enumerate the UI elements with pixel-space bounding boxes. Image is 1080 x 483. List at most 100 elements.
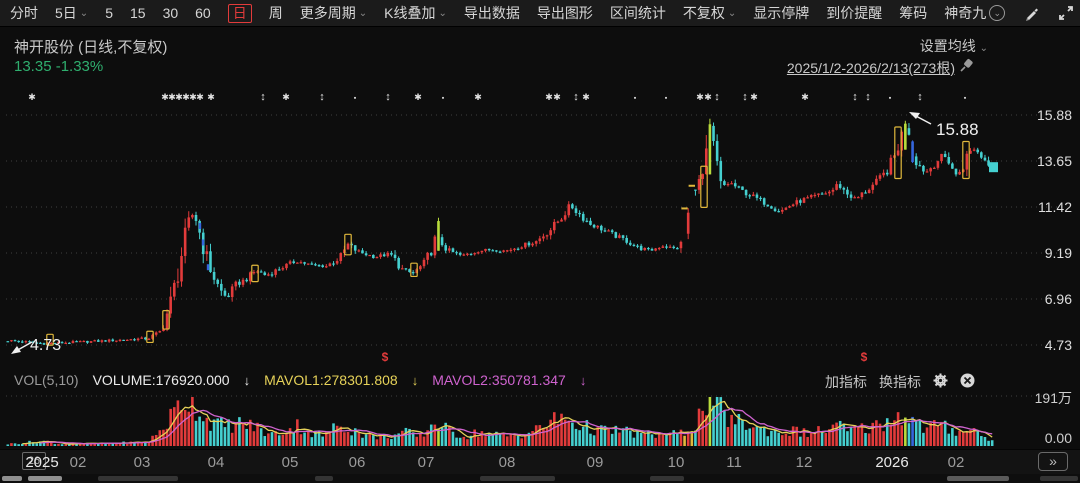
pin-icon[interactable] — [960, 58, 976, 79]
time-axis-label: 07 — [417, 454, 435, 471]
ma-setting-label: 设置均线 — [919, 38, 976, 54]
switch-indicator-button[interactable]: 换指标 — [879, 374, 921, 390]
chart-title: 神开股份 (日线,不复权) — [14, 39, 168, 56]
date-range-link[interactable]: 2025/1/2-2026/2/13(273根) — [786, 60, 955, 76]
low-price-annotation: 4.73 — [30, 337, 61, 354]
circle-dropdown-icon[interactable]: ⌄ — [989, 5, 1006, 21]
toolbar-item-label: 分时 — [10, 5, 38, 21]
time-axis-label: 10 — [667, 454, 685, 471]
event-marker-icon: ↕ — [319, 91, 325, 103]
toolbar-item-4[interactable]: 30 — [163, 5, 179, 21]
toolbar-item-label: 15 — [129, 5, 146, 21]
brush-tool-icon[interactable] — [1024, 6, 1039, 21]
event-marker-icon: ▪ — [665, 95, 668, 102]
scrollbar-thumb[interactable] — [28, 476, 62, 481]
add-indicator-button[interactable]: 加指标 — [825, 374, 867, 390]
volume-axis-label: 0.00 — [1044, 430, 1072, 446]
toolbar-item-label: 5 — [105, 5, 113, 21]
event-marker-icon: ✱ — [553, 92, 561, 102]
event-marker-icon: ✱ — [282, 92, 290, 102]
event-marker-icon: ✱ — [161, 92, 169, 102]
toolbar-item-10[interactable]: 导出数据 — [464, 3, 520, 23]
chevron-down-icon: ⌄ — [438, 7, 447, 19]
event-marker-icon: ✱ — [801, 92, 809, 102]
event-marker-icon: ▪ — [964, 95, 967, 102]
price-axis-label: 9.19 — [1044, 245, 1072, 261]
mavol1-down-arrow-icon: ↓ — [411, 372, 419, 388]
toolbar-item-label: 筹码 — [899, 5, 928, 21]
fullscreen-icon[interactable] — [1058, 5, 1074, 21]
event-marker-icon: ✱ — [704, 92, 712, 102]
scrollbar-thumb[interactable] — [480, 476, 555, 481]
event-marker-icon: ▪ — [442, 95, 445, 102]
time-axis-label: 04 — [207, 454, 225, 471]
toolbar-item-label: 导出数据 — [463, 5, 520, 21]
event-marker-icon: ▪ — [634, 95, 637, 102]
scrollbar-thumb[interactable] — [315, 476, 333, 481]
toolbar-item-3[interactable]: 15 — [130, 5, 146, 21]
event-marker-icon: ↕ — [573, 91, 579, 103]
event-marker-icon: ↕ — [865, 91, 871, 103]
volume-bars-layer — [6, 397, 994, 446]
high-price-annotation: 15.88 — [936, 120, 979, 139]
price-axis-label: 4.73 — [1044, 337, 1072, 353]
time-axis-label: 2026 — [875, 454, 909, 471]
event-marker-icon: ✱ — [182, 92, 190, 102]
toolbar-item-11[interactable]: 导出图形 — [537, 3, 593, 23]
close-icon[interactable] — [960, 373, 975, 391]
gridlines-layer — [6, 114, 1062, 397]
event-marker-icon: ↕ — [852, 91, 858, 103]
toolbar-item-15[interactable]: 到价提醒 — [826, 3, 882, 23]
event-marker-icon: ✱ — [474, 92, 482, 102]
toolbar: 分时 5日 ⌄ 5 15 30 60 日周更多周期 ⌄ K线叠加 ⌄ 导出数据 导出图形 区间统计 不复权 ⌄… — [0, 0, 1080, 27]
scrollbar-thumb[interactable] — [98, 476, 178, 481]
time-axis-label: 05 — [281, 454, 299, 471]
toolbar-item-6[interactable]: 日 — [227, 3, 252, 23]
toolbar-item-5[interactable]: 60 — [195, 5, 211, 21]
current-price-and-change: 13.35 -1.33% — [14, 58, 104, 75]
toolbar-item-7[interactable]: 周 — [269, 3, 283, 23]
event-marker-icon: ✱ — [414, 92, 422, 102]
toolbar-item-17[interactable]: 神奇九 ⌄ — [944, 3, 1006, 23]
toolbar-item-9[interactable]: K线叠加 ⌄ — [384, 3, 447, 23]
scrollbar-thumb[interactable] — [1040, 476, 1078, 481]
mavol2-down-arrow-icon: ↓ — [579, 372, 587, 388]
event-marker-icon: ✱ — [582, 92, 590, 102]
toolbar-item-16[interactable]: 筹码 — [899, 3, 927, 23]
scrollbar-thumb[interactable] — [947, 476, 1009, 481]
fast-forward-button[interactable]: » — [1038, 452, 1068, 471]
overlays-layer — [46, 126, 998, 346]
toolbar-item-13[interactable]: 不复权 ⌄ — [683, 3, 736, 23]
toolbar-item-label: 30 — [162, 5, 179, 21]
ma-setting-dropdown[interactable]: 设置均线 ⌄ — [920, 36, 988, 56]
toolbar-item-12[interactable]: 区间统计 — [610, 3, 666, 23]
gear-icon[interactable] — [933, 373, 948, 391]
bottom-scroll-strip — [0, 474, 1080, 483]
chevron-down-icon: ⌄ — [79, 7, 89, 19]
toolbar-item-0[interactable]: 分时 — [10, 3, 38, 23]
toolbar-item-8[interactable]: 更多周期 ⌄ — [300, 3, 367, 23]
annotations-layer: ✱ ✱ ✱ ✱ ✱ ✱ ✱ ✱ ↕ ✱ ↕ ▪ ↕ ✱ ▪ ✱ ✱ ✱ ↕ ✱ ▪ ▪ ✱ ✱ ↕ ↕ ✱ ✱ ↕ ↕ ▪ ↕ ▪$ $4.731… — [11, 91, 979, 364]
toolbar-item-label: 区间统计 — [609, 5, 666, 21]
event-marker-icon: ✱ — [545, 92, 553, 102]
scrollbar-thumb[interactable] — [2, 476, 22, 481]
time-axis-label: 09 — [586, 454, 604, 471]
toolbar-item-1[interactable]: 5日 ⌄ — [55, 3, 88, 23]
event-marker-icon: ✱ — [189, 92, 197, 102]
volume-pane-tools: 加指标 换指标 — [825, 372, 975, 392]
event-marker-icon: ▪ — [354, 95, 357, 102]
price-axis-label: 6.96 — [1044, 291, 1072, 307]
volume-axis-label: 191万 — [1034, 390, 1072, 406]
time-axis-label: 03 — [133, 454, 151, 471]
toolbar-item-14[interactable]: 显示停牌 — [753, 3, 809, 23]
toolbar-item-label: 5日 — [55, 5, 77, 21]
toolbar-item-2[interactable]: 5 — [105, 5, 113, 21]
time-axis-label: 12 — [795, 454, 813, 471]
event-marker-icon: ↕ — [742, 91, 748, 103]
dividend-marker: $ — [382, 350, 389, 364]
scrollbar-thumb[interactable] — [650, 476, 684, 481]
event-marker-icon: ✱ — [168, 92, 176, 102]
chevron-down-icon: ⌄ — [979, 43, 988, 54]
time-axis: 26 2025 02 03 04 05 06 07 08 09 10 11 12 2026 02 » — [0, 449, 1080, 474]
